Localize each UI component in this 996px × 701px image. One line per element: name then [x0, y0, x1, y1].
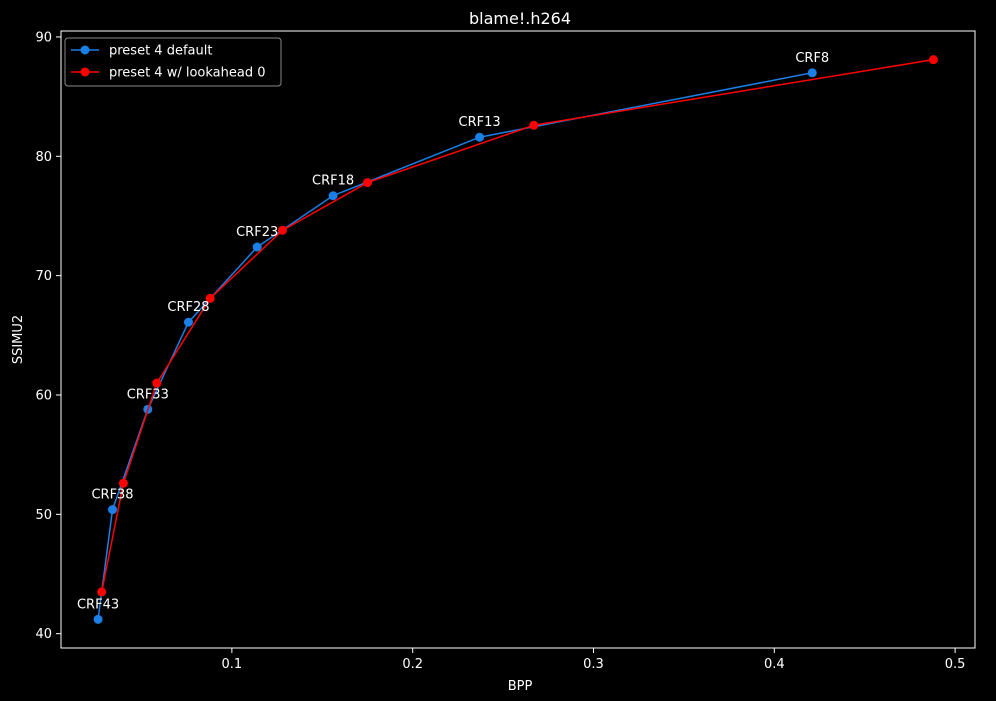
series-1-point	[362, 178, 372, 188]
series-0-point	[108, 505, 118, 515]
annotation-label: CRF28	[167, 300, 209, 315]
x-axis: 0.1 0.2 0.3 0.4 0.5	[222, 648, 966, 672]
legend-entry-label: preset 4 w/ lookahead 0	[109, 66, 266, 81]
legend-swatch-marker	[80, 45, 90, 55]
series-1-point	[118, 478, 128, 488]
chart-title: blame!.h264	[469, 9, 571, 28]
y-axis-label: SSIMU2	[11, 315, 26, 364]
legend-swatch-marker	[80, 67, 90, 77]
y-tick-label: 40	[35, 627, 52, 642]
x-tick-label: 0.1	[222, 657, 243, 672]
series-1-point	[97, 587, 107, 597]
legend-entry-label: preset 4 default	[109, 44, 212, 59]
y-tick-label: 90	[35, 30, 52, 45]
series-0-point	[183, 317, 193, 327]
series-line-0	[97, 72, 813, 620]
annotation-label: CRF18	[312, 174, 354, 189]
series-0-point	[93, 614, 103, 624]
series-1-point	[205, 293, 215, 303]
annotation-label: CRF33	[127, 387, 169, 402]
series-1-point	[928, 55, 938, 65]
annotation-label: CRF43	[77, 597, 119, 612]
series-1-point	[152, 378, 162, 388]
annotation-label: CRF13	[459, 115, 501, 130]
y-tick-label: 80	[35, 150, 52, 165]
y-tick-label: 60	[35, 388, 52, 403]
x-tick-label: 0.4	[764, 657, 785, 672]
annotation-label: CRF38	[91, 488, 133, 503]
annotation-label: CRF23	[236, 225, 278, 240]
y-tick-label: 50	[35, 508, 52, 523]
x-axis-label: BPP	[508, 679, 533, 694]
y-axis: 40 50 60 70 80 90	[35, 30, 61, 642]
y-tick-label: 70	[35, 269, 52, 284]
series-layer	[93, 55, 938, 624]
series-0-point	[807, 68, 817, 78]
legend: preset 4 default preset 4 w/ lookahead 0	[64, 37, 282, 87]
series-0-point	[328, 191, 338, 201]
legend-box	[64, 37, 282, 87]
series-0-point	[252, 242, 262, 252]
x-tick-label: 0.3	[583, 657, 604, 672]
series-line-1	[100, 58, 934, 593]
plot-frame	[60, 30, 976, 649]
annotation-label: CRF8	[795, 51, 829, 66]
x-tick-label: 0.2	[402, 657, 423, 672]
annotations: CRF43 CRF38 CRF33 CRF28 CRF23 CRF18 CRF13 CRF8	[77, 51, 829, 613]
x-tick-label: 0.5	[945, 657, 966, 672]
series-0-point	[475, 132, 485, 142]
series-1-point	[529, 120, 539, 130]
series-1-point	[277, 225, 287, 235]
